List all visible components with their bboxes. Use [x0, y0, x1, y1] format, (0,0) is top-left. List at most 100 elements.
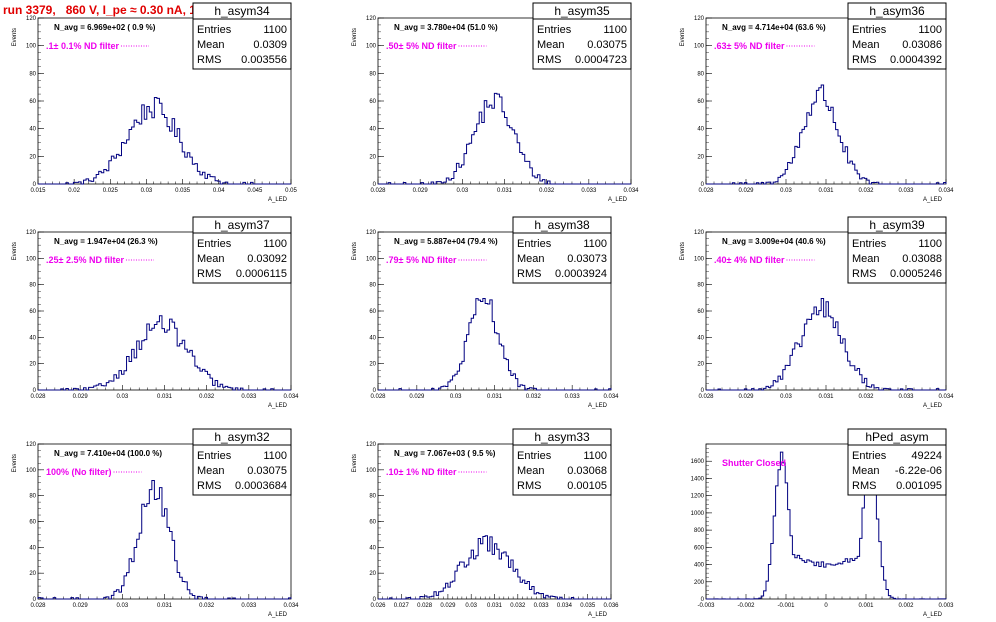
- x-tick-label: 0: [824, 603, 828, 609]
- stat-label-mean: Mean: [517, 253, 545, 265]
- stats-box-frame: [532, 2, 632, 70]
- y-tick-label: 100: [26, 44, 37, 50]
- filter-annotation: .63± 5% ND filter: [714, 41, 785, 51]
- x-tick-label: 0.04: [213, 188, 225, 194]
- filter-annotation: .10± 1% ND filter: [386, 467, 457, 477]
- y-tick-label: 800: [694, 528, 705, 534]
- x-tick-label: 0.034: [283, 603, 299, 609]
- histogram-line: [378, 298, 612, 391]
- x-tick-label: 0.03: [780, 188, 792, 194]
- x-tick-label: 0.033: [898, 188, 914, 194]
- stat-value-mean: 0.03092: [247, 253, 287, 265]
- x-tick-label: 0.03: [780, 394, 792, 400]
- stat-label-rms: RMS: [197, 54, 221, 66]
- y-tick-label: 80: [369, 71, 376, 77]
- stat-value-rms: 0.0006115: [236, 268, 287, 280]
- y-tick-label: 40: [369, 335, 376, 341]
- stat-value-mean: 0.03073: [567, 253, 607, 265]
- y-tick-label: 20: [29, 362, 36, 368]
- histogram-name: h_asym33: [534, 430, 590, 444]
- x-tick-label: 0.033: [241, 394, 257, 400]
- histogram-line: [378, 535, 611, 600]
- y-tick-label: 40: [697, 335, 704, 341]
- histogram-name: h_asym38: [534, 218, 590, 232]
- y-tick-label: 1000: [691, 511, 705, 517]
- histogram-name: h_asym36: [869, 4, 925, 18]
- x-tick-label: 0.028: [370, 188, 386, 194]
- navg-annotation: N_avg = 7.410e+04 (100.0 %): [54, 449, 162, 458]
- stat-label-rms: RMS: [537, 54, 561, 66]
- x-tick-label: 0.03: [465, 603, 477, 609]
- stat-label-mean: Mean: [197, 253, 225, 265]
- navg-annotation: N_avg = 3.780e+04 (51.0 %): [394, 23, 498, 32]
- stats-box: hPed_asym Entries 49224 Mean -6.22e-06 RMS 0.0…: [847, 428, 947, 496]
- stats-box-frame: [847, 216, 947, 284]
- y-tick-label: 1200: [691, 494, 705, 500]
- y-axis-label: Events: [12, 242, 18, 260]
- x-tick-label: 0.031: [818, 394, 834, 400]
- stat-value-entries: 1100: [263, 24, 287, 36]
- x-tick-label: 0.029: [738, 188, 754, 194]
- histogram-line: [706, 84, 947, 185]
- histogram-line: [706, 451, 947, 600]
- y-tick-label: 80: [697, 283, 704, 289]
- histogram-line: [38, 97, 291, 185]
- y-tick-label: 40: [369, 545, 376, 551]
- stat-label-rms: RMS: [852, 480, 876, 492]
- stat-value-rms: 0.0003684: [235, 480, 287, 492]
- x-tick-label: 0.032: [199, 603, 215, 609]
- filter-annotation: .50± 5% ND filter: [386, 41, 457, 51]
- stats-box: h_asym32 Entries 1100 Mean 0.03075 RMS 0.00036…: [192, 428, 292, 496]
- y-tick-label: 120: [694, 230, 705, 236]
- y-axis-label: Events: [352, 28, 358, 46]
- x-tick-label: 0.026: [370, 603, 386, 609]
- y-tick-label: 0: [701, 597, 705, 603]
- y-tick-label: 80: [29, 283, 36, 289]
- stat-value-mean: -6.22e-06: [895, 465, 942, 477]
- stats-box: h_asym33 Entries 1100 Mean 0.03068 RMS 0.00105: [512, 428, 612, 496]
- y-tick-label: 1400: [691, 476, 705, 482]
- panel-hPed_asym: -0.003 -0.002 -0.001 0 0.001 0.002 0.003 0 200 40…: [691, 428, 954, 618]
- x-tick-label: 0.033: [241, 603, 257, 609]
- y-tick-label: 0: [33, 388, 37, 394]
- histogram-name: h_asym39: [869, 218, 925, 232]
- y-tick-label: 20: [29, 154, 36, 160]
- y-axis-label: Events: [12, 454, 18, 472]
- x-tick-label: 0.033: [534, 603, 550, 609]
- x-tick-label: 0.029: [413, 188, 429, 194]
- stat-label-entries: Entries: [197, 450, 232, 462]
- x-tick-label: 0.035: [580, 603, 596, 609]
- stat-label-mean: Mean: [852, 39, 880, 51]
- stat-value-mean: 0.03075: [247, 465, 287, 477]
- stat-label-rms: RMS: [852, 54, 876, 66]
- y-tick-label: 40: [29, 545, 36, 551]
- stat-label-entries: Entries: [852, 24, 887, 36]
- stats-box-frame: [192, 2, 292, 70]
- x-tick-label: 0.025: [103, 188, 119, 194]
- x-tick-label: 0.031: [157, 394, 173, 400]
- stat-label-mean: Mean: [537, 39, 565, 51]
- panel-h_asym39: 0.028 0.029 0.03 0.031 0.032 0.033 0.034 0 20 40 6…: [680, 216, 954, 409]
- stat-value-entries: 1100: [603, 24, 627, 36]
- x-tick-label: 0.002: [898, 603, 914, 609]
- y-axis-label: Events: [352, 242, 358, 260]
- histogram-name: h_asym35: [554, 4, 610, 18]
- x-tick-label: -0.003: [697, 603, 715, 609]
- x-tick-label: 0.029: [73, 603, 89, 609]
- y-tick-label: 80: [29, 71, 36, 77]
- stat-value-mean: 0.03068: [567, 465, 607, 477]
- x-tick-label: 0.028: [698, 394, 714, 400]
- x-tick-label: 0.034: [283, 394, 299, 400]
- stat-value-rms: 0.003556: [241, 54, 287, 66]
- x-tick-label: 0.045: [247, 188, 263, 194]
- x-tick-label: 0.03: [141, 188, 153, 194]
- x-tick-label: 0.027: [394, 603, 410, 609]
- x-tick-label: 0.028: [30, 603, 46, 609]
- stats-box: h_asym35 Entries 1100 Mean 0.03075 RMS 0.00047…: [532, 2, 632, 70]
- y-tick-label: 60: [29, 520, 36, 526]
- stat-label-entries: Entries: [517, 450, 552, 462]
- y-tick-label: 60: [369, 99, 376, 105]
- navg-annotation: N_avg = 1.947e+04 (26.3 %): [54, 237, 158, 246]
- stats-box-frame: [847, 428, 947, 496]
